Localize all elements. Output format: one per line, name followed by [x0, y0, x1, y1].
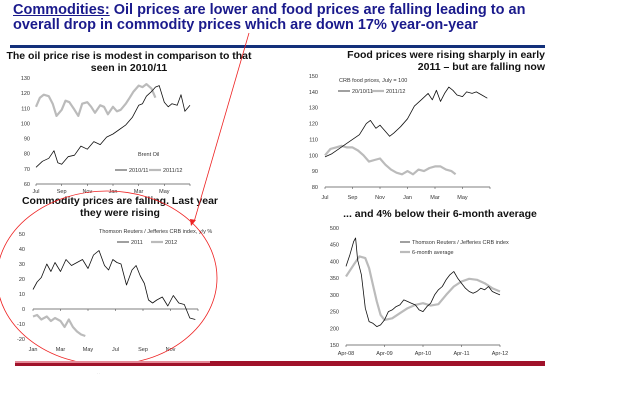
commodity-yoy-y-tick-label: 50 [19, 232, 25, 238]
oil-y-tick-label: 120 [21, 91, 30, 97]
commodity-yoy-chart: 50 40 30 20 10 0 -10 -20 Jan Mar May Jul Sep Nov Thoms… [17, 229, 212, 353]
commodity-yoy-series-dark [32, 250, 196, 320]
annotation-arrow-line [193, 32, 250, 223]
food-series-light [324, 144, 457, 176]
crb-index-chart: 500 450 400 350 300 250 200 150 Apr-08 Apr-09 Apr-… [330, 226, 509, 357]
food-x-tick-label: Jan [403, 195, 412, 201]
legend-label: 2011 [131, 240, 143, 246]
annotation-arrowhead-icon [190, 219, 196, 226]
oil-y-tick-label: 60 [24, 182, 30, 188]
oil-x-tick-label: Sep [57, 189, 67, 195]
crb-index-x-tick-label: Apr-08 [338, 351, 355, 357]
oil-y-tick-label: 90 [24, 137, 30, 143]
crb-index-x-tick-label: Apr-12 [492, 351, 509, 357]
food-x-tick-label: Mar [430, 195, 440, 201]
oil-legend: 2010/11 2011/12 [115, 168, 182, 174]
top-divider [10, 45, 545, 48]
bottom-divider [15, 361, 545, 366]
commodity-yoy-y-tick-label: 40 [19, 247, 25, 253]
food-y-tick-label: 80 [312, 185, 318, 191]
crb-index-y-tick-label: 300 [330, 293, 339, 299]
commodity-yoy-x-tick-label: Jan [29, 347, 38, 353]
legend-label: 6-month average [412, 250, 454, 256]
commodity-yoy-x-tick-label: Nov [166, 347, 176, 353]
oil-y-tick-label: 100 [21, 121, 30, 127]
crb-index-x-tick-label: Apr-10 [415, 351, 432, 357]
food-y-tick-label: 110 [309, 137, 318, 143]
crb-index-series-light [345, 255, 501, 321]
commodity-yoy-legend: 2011 2012 [117, 240, 177, 246]
oil-y-tick-label: 70 [24, 167, 30, 173]
oil-y-tick-label: 80 [24, 152, 30, 158]
food-x-tick-label: Jul [321, 195, 328, 201]
oil-series-dark [35, 85, 191, 168]
legend-label: 2011/12 [386, 89, 405, 95]
food-series-dark [324, 86, 488, 158]
headline-text: Oil prices are lower and food prices are… [13, 2, 526, 33]
footer-note: . . [97, 370, 101, 375]
food-y-tick-label: 130 [309, 106, 318, 112]
oil-chart-title: The oil price rise is modest in comparis… [6, 50, 252, 74]
food-x-tick-label: Sep [348, 195, 358, 201]
food-note: CRB food prices, July = 100 [339, 78, 407, 84]
legend-label: 20/10/11 [352, 89, 373, 95]
crb-index-x-tick-label: Apr-09 [376, 351, 393, 357]
crb-index-y-tick-label: 200 [330, 326, 339, 332]
food-x-tick-label: Nov [375, 195, 385, 201]
crb-index-series-dark [345, 237, 501, 328]
legend-label: 2012 [165, 240, 177, 246]
food-y-tick-label: 120 [309, 122, 318, 128]
commodity-yoy-x-tick-label: Jul [112, 347, 119, 353]
food-y-tick-label: 100 [309, 153, 318, 159]
oil-series-light [34, 82, 157, 118]
commodity-yoy-y-tick-label: 0 [22, 307, 25, 313]
food-y-tick-label: 140 [309, 90, 318, 96]
crb-index-y-tick-label: 450 [330, 243, 339, 249]
crb-chart-title: ... and 4% below their 6-month average [343, 208, 537, 220]
food-y-tick-label: 150 [309, 74, 318, 80]
oil-x-tick-label: Mar [134, 189, 144, 195]
commodity-yoy-y-tick-label: -20 [17, 337, 25, 343]
commodity-yoy-x-tick-label: Mar [56, 347, 66, 353]
oil-note: Brent Oil [138, 152, 159, 158]
oil-y-tick-label: 110 [21, 106, 30, 112]
commodity-chart-title: Commodity prices are falling. Last year … [21, 195, 219, 219]
commodity-yoy-y-tick-label: 20 [19, 277, 25, 283]
commodity-yoy-y-tick-label: -10 [17, 322, 25, 328]
crb-index-y-tick-label: 250 [330, 310, 339, 316]
legend-label: 2010/11 [129, 168, 148, 174]
oil-y-tick-label: 130 [21, 76, 30, 82]
crb-index-y-tick-label: 400 [330, 259, 339, 265]
headline: Commodities: Oil prices are lower and fo… [13, 3, 553, 33]
oil-x-tick-label: May [159, 189, 170, 195]
crb-index-legend: Thomson Reuters / Jefferies CRB index 6-m… [400, 240, 509, 256]
oil-x-tick-label: Jul [32, 189, 39, 195]
commodity-yoy-x-tick-label: May [83, 347, 94, 353]
commodity-yoy-series-light [32, 313, 86, 338]
crb-index-y-tick-label: 500 [330, 226, 339, 232]
food-legend: 20/10/11 2011/12 [338, 89, 405, 95]
commodity-yoy-note: Thomson Reuters / Jefferies CRB index, y… [99, 229, 212, 235]
commodity-yoy-y-tick-label: 30 [19, 262, 25, 268]
food-chart-title: Food prices were rising sharply in early… [347, 49, 545, 73]
food-y-tick-label: 90 [312, 169, 318, 175]
crb-index-y-tick-label: 150 [330, 343, 339, 349]
commodity-yoy-y-tick-label: 10 [19, 292, 25, 298]
annotation-ellipse [0, 190, 218, 366]
headline-keyword: Commodities: [13, 2, 110, 18]
oil-x-tick-label: Jan [109, 189, 118, 195]
legend-label: 2011/12 [163, 168, 182, 174]
commodity-yoy-x-tick-label: Sep [138, 347, 148, 353]
crb-index-x-tick-label: Apr-11 [453, 351, 469, 357]
bottom-divider-highlight [15, 361, 210, 363]
crb-index-y-tick-label: 350 [330, 276, 339, 282]
legend-label: Thomson Reuters / Jefferies CRB index [412, 240, 509, 246]
food-x-tick-label: May [457, 195, 468, 201]
